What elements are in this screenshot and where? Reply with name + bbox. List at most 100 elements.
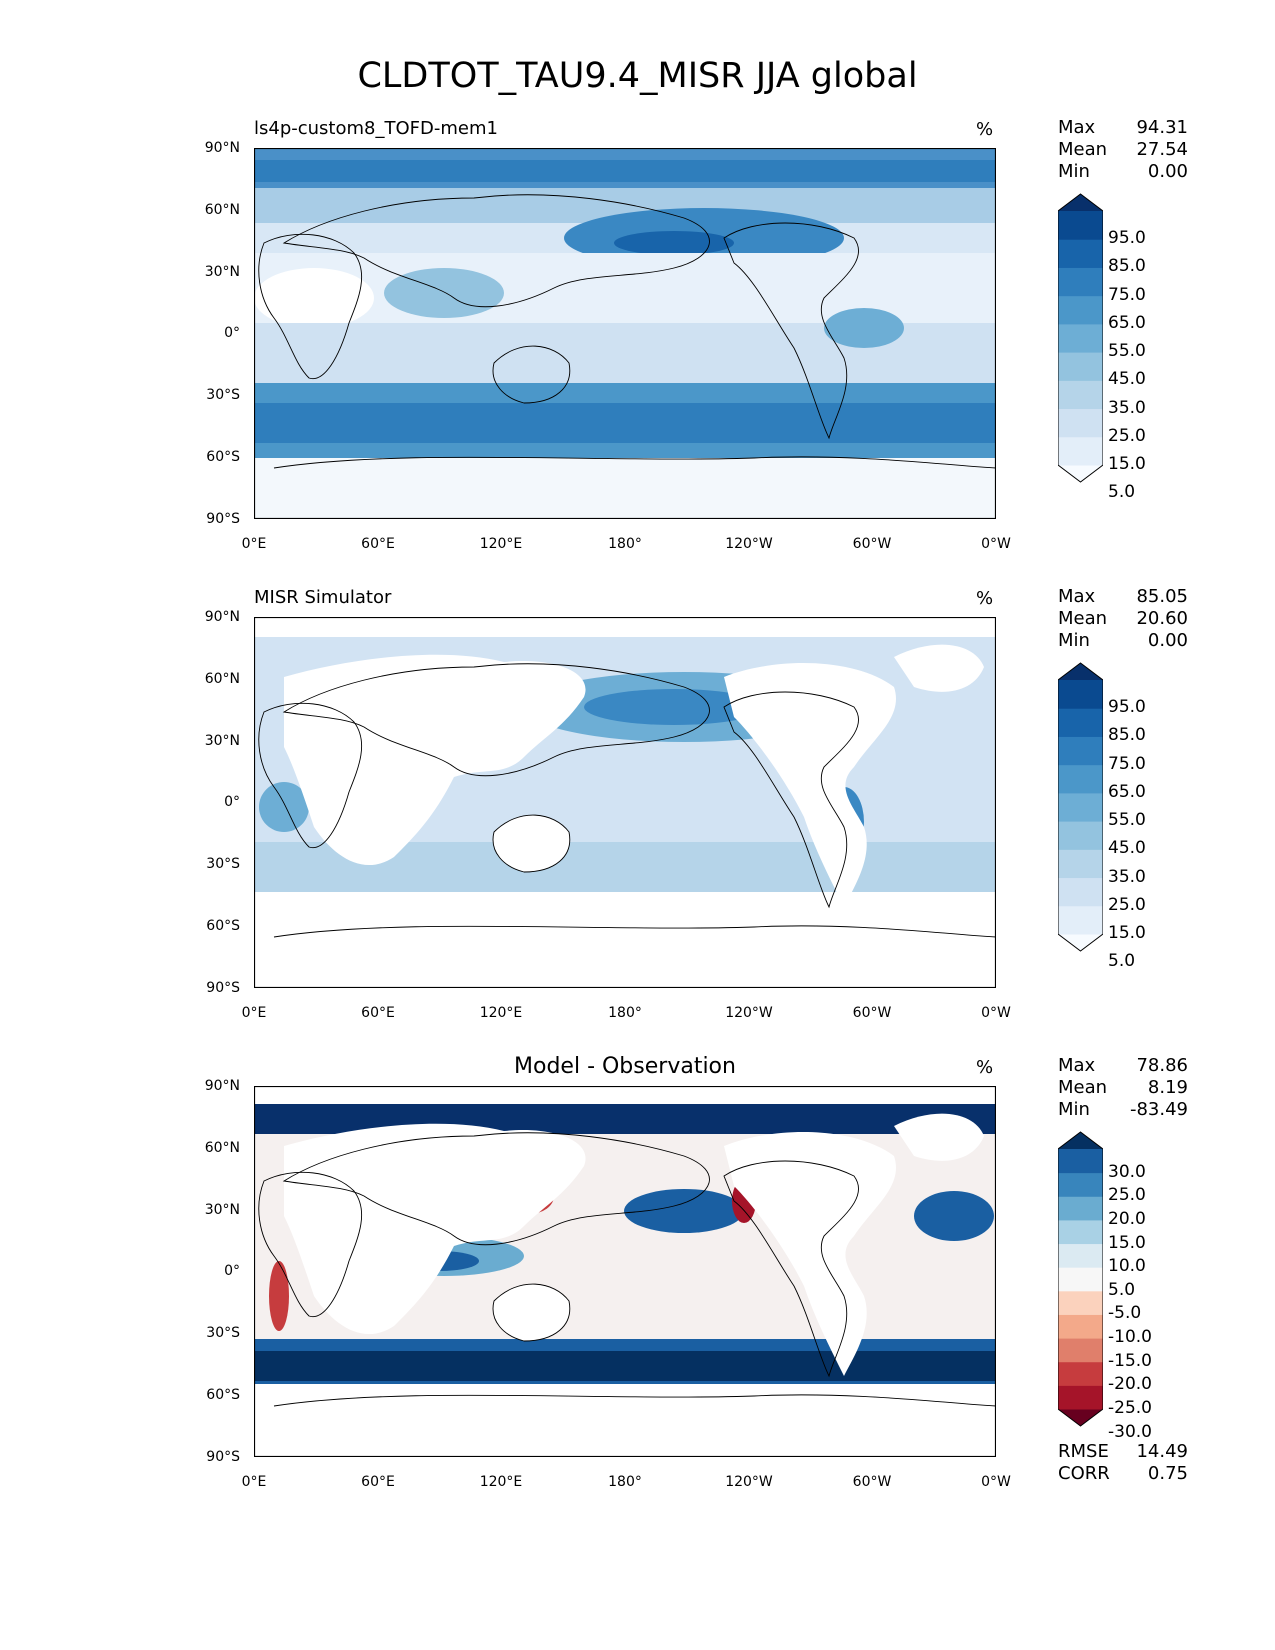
lat-label: 30°S: [206, 387, 240, 403]
colorbar-segment: [1058, 1219, 1103, 1245]
lat-label: 90°N: [204, 140, 240, 156]
stat-label: Mean: [1058, 608, 1108, 629]
panel-title: Model - Observation: [514, 1054, 736, 1079]
rmse-value: 14.49: [1136, 1441, 1188, 1462]
colorbar-segment: [1058, 239, 1103, 268]
lon-label: 60°W: [852, 536, 892, 552]
colorbar-tick-label: 95.0: [1108, 697, 1146, 718]
lon-label: 0°E: [241, 1005, 267, 1021]
stat-min: 0.00: [1147, 630, 1188, 651]
figure-title: CLDTOT_TAU9.4_MISR JJA global: [357, 56, 918, 96]
lon-label: 60°W: [852, 1005, 892, 1021]
panel-title: MISR Simulator: [254, 587, 392, 608]
lon-label: 120°W: [725, 1005, 773, 1021]
stat-mean: 8.19: [1147, 1077, 1188, 1098]
colorbar-tick-label: 15.0: [1108, 454, 1146, 474]
colorbar-outline: [1058, 1131, 1103, 1427]
lat-label: 90°N: [204, 1078, 240, 1094]
panel-difference: Model - Observation %: [0, 0, 1275, 1490]
colorbar-tick-label: 15.0: [1108, 923, 1146, 943]
lon-label: 0°W: [981, 1474, 1011, 1490]
panel-model: ls4p-custom8_TOFD-mem1 %: [0, 0, 1275, 552]
lat-label: 60°S: [206, 1387, 240, 1403]
colorbar-segment: [1058, 1196, 1103, 1221]
colorbar-tick-label: 25.0: [1108, 1185, 1146, 1206]
colorbar-segment: [1058, 211, 1103, 240]
lon-label: 120°W: [725, 1474, 773, 1490]
colorbar-tick-label: -30.0: [1108, 1421, 1152, 1442]
colorbar-segment: [1058, 1267, 1103, 1292]
colorbar: [1058, 662, 1103, 952]
stat-label: Max: [1058, 1055, 1096, 1076]
colorbar-segment: [1058, 708, 1103, 737]
colorbar-extend-bottom: [1058, 934, 1103, 951]
stat-min: 0.00: [1147, 161, 1188, 182]
colorbar-tick-label: 25.0: [1108, 894, 1146, 915]
colorbar-tick-label: 25.0: [1108, 425, 1146, 446]
colorbar-segment: [1058, 792, 1103, 822]
stat-max: 78.86: [1136, 1055, 1188, 1076]
colorbar-tick-label: -20.0: [1108, 1374, 1152, 1395]
colorbar-segment: [1058, 821, 1103, 850]
units-label: %: [976, 588, 994, 609]
lat-label: 60°N: [204, 1140, 240, 1156]
stats-box: Max 94.31 Mean 27.54 Min 0.00: [1058, 117, 1188, 183]
lat-label: 60°N: [204, 202, 240, 218]
colorbar-tick-label: 75.0: [1108, 284, 1146, 305]
colorbar-segment: [1058, 1385, 1103, 1410]
colorbar-tick-label: 35.0: [1108, 866, 1146, 887]
colorbar-segment: [1058, 764, 1103, 794]
lon-label: 120°E: [479, 536, 523, 552]
colorbar-tick-label: 15.0: [1108, 1232, 1146, 1253]
colorbar: [1058, 1131, 1103, 1427]
colorbar-tick-label: 35.0: [1108, 397, 1146, 418]
colorbar-segment: [1058, 905, 1103, 935]
colorbar-segment: [1058, 295, 1103, 325]
colorbar-tick-label: 45.0: [1108, 838, 1146, 859]
map-difference: [254, 1086, 996, 1457]
colorbar-segment: [1058, 408, 1103, 438]
lon-label: 0°E: [241, 1474, 267, 1490]
colorbar-segment: [1058, 352, 1103, 381]
colorbar-segment: [1058, 1172, 1103, 1197]
lon-label: 0°W: [981, 536, 1011, 552]
stat-mean: 20.60: [1136, 608, 1188, 629]
panel-title: ls4p-custom8_TOFD-mem1: [254, 118, 498, 139]
lon-label: 120°E: [479, 1005, 523, 1021]
lat-label: 30°S: [206, 1325, 240, 1341]
colorbar: [1058, 193, 1103, 483]
stat-label: Max: [1058, 117, 1096, 138]
colorbar-extend-bottom: [1058, 465, 1103, 482]
colorbar-segment: [1058, 1361, 1103, 1386]
colorbar-segment: [1058, 680, 1103, 709]
colorbar-segment: [1058, 849, 1103, 879]
colorbar-segment: [1058, 736, 1103, 766]
panel-observation: MISR Simulator %: [0, 0, 1275, 1021]
lon-label: 120°W: [725, 536, 773, 552]
colorbar-extend-top: [1058, 194, 1103, 211]
stat-label: Min: [1058, 161, 1090, 182]
stats-box: Max 78.86 Mean 8.19 Min -83.49: [1058, 1055, 1188, 1121]
colorbar-tick-label: -15.0: [1108, 1350, 1152, 1371]
colorbar-tick-label: 5.0: [1108, 1279, 1136, 1300]
colorbar-extend-top: [1058, 1132, 1103, 1149]
units-label: %: [976, 1057, 994, 1078]
colorbar-tick-label: 20.0: [1108, 1208, 1146, 1229]
colorbar-tick-label: 85.0: [1108, 256, 1146, 277]
stat-label: Mean: [1058, 1077, 1108, 1098]
map-observation: [254, 617, 996, 988]
map-model: [254, 148, 996, 519]
lat-label: 60°S: [206, 918, 240, 934]
lat-label: 60°N: [204, 671, 240, 687]
lat-label: 60°S: [206, 449, 240, 465]
colorbar-segment: [1058, 1243, 1103, 1268]
stat-label: Min: [1058, 630, 1090, 651]
colorbar-tick-label: 85.0: [1108, 725, 1146, 746]
colorbar-segment: [1058, 877, 1103, 907]
colorbar-tick-label: 65.0: [1108, 312, 1146, 333]
lat-label: 90°S: [206, 1449, 240, 1465]
colorbar-tick-label: 55.0: [1108, 341, 1146, 362]
colorbar-outline: [1058, 193, 1103, 483]
colorbar-segment: [1058, 1314, 1103, 1339]
lat-label: 30°N: [204, 1202, 240, 1218]
